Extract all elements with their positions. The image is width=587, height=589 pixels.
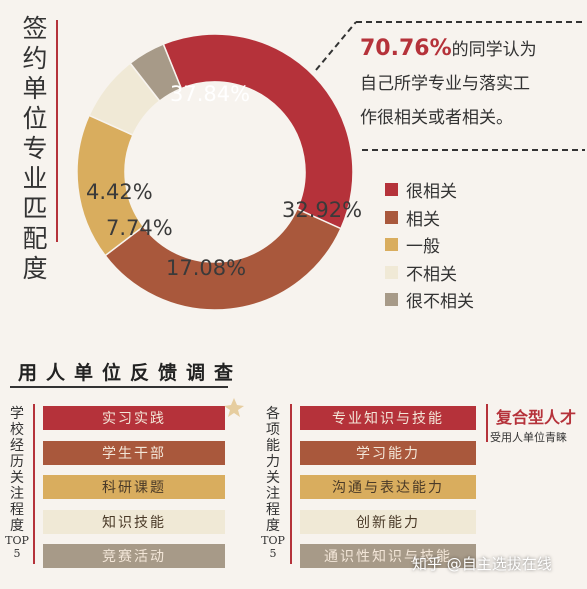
- school-experience-bar-3: 知识技能: [43, 509, 225, 534]
- legend-item-1: 相关: [385, 204, 474, 232]
- ability-bar-2: 沟通与表达能力: [300, 475, 476, 500]
- legend-item-0: 很相关: [385, 176, 474, 204]
- legend-label-2: 一般: [406, 237, 440, 258]
- star-ribbon-icon: [224, 398, 244, 417]
- callout-line2: 自己所学专业与落实工: [360, 74, 530, 94]
- right-top-label: TOP 5: [260, 534, 286, 560]
- legend-label-3: 不相关: [406, 264, 457, 285]
- ability-bar-1: 学习能力: [300, 440, 476, 465]
- callout-diagonal-dash: [315, 21, 357, 71]
- badge-accent-bar: [486, 404, 488, 442]
- legend-swatch-0: [385, 183, 398, 197]
- callout-line3: 作很相关或者相关。: [360, 108, 513, 128]
- legend-label-4: 很不相关: [406, 292, 474, 313]
- school-experience-bar-4: 竞赛活动: [43, 544, 225, 569]
- legend-item-4: 很不相关: [385, 286, 474, 314]
- ability-bar-0: 专业知识与技能: [300, 406, 476, 430]
- legend-item-3: 不相关: [385, 259, 474, 287]
- right-top-text: TOP: [261, 534, 285, 547]
- callout-text: 70.76%的同学认为 自己所学专业与落实工 作很相关或者相关。: [360, 32, 582, 135]
- right-accent-bar: [290, 404, 292, 564]
- callout-highlight: 70.76%: [360, 36, 452, 61]
- school-experience-bar-0: 实习实践: [43, 406, 225, 430]
- section-underline: [10, 386, 228, 388]
- left-top-label: TOP 5: [4, 534, 30, 560]
- right-top-num: 5: [269, 547, 277, 560]
- legend-swatch-3: [385, 265, 398, 279]
- badge-subtitle: 受用人单位青睐: [490, 431, 567, 444]
- right-side-label: 各项能力关注程度: [266, 406, 280, 534]
- callout-line1: 的同学认为: [451, 40, 537, 60]
- legend-label-0: 很相关: [406, 182, 457, 203]
- watermark: 知乎 @自主选拔在线: [412, 555, 552, 573]
- donut-value-label-0: 37.84%: [170, 82, 251, 106]
- legend-swatch-1: [385, 210, 398, 224]
- left-accent-bar: [33, 404, 35, 564]
- legend-swatch-2: [385, 238, 398, 252]
- donut-chart: [76, 21, 585, 311]
- chart-legend: 很相关相关一般不相关很不相关: [385, 176, 474, 314]
- donut-slice-1: [104, 207, 342, 311]
- left-top-num: 5: [13, 547, 21, 560]
- legend-item-2: 一般: [385, 231, 474, 259]
- badge-title: 复合型人才: [496, 408, 577, 427]
- chart-title: 签约单位专业匹配度: [22, 14, 48, 283]
- left-side-label: 学校经历关注程度: [10, 406, 24, 534]
- title-accent-bar: [56, 20, 58, 242]
- donut-value-label-3: 7.74%: [106, 216, 173, 240]
- legend-swatch-4: [385, 293, 398, 307]
- school-experience-bar-1: 学生干部: [43, 440, 225, 465]
- left-top-text: TOP: [5, 534, 29, 547]
- donut-slice-0: [162, 33, 354, 230]
- section-title: 用人单位反馈调查: [18, 362, 243, 384]
- donut-value-label-4: 4.42%: [86, 180, 153, 204]
- ability-bar-4: 通识性知识与技能: [300, 544, 476, 569]
- legend-label-1: 相关: [406, 209, 440, 230]
- donut-slice-4: [129, 43, 183, 103]
- school-experience-bar-2: 科研课题: [43, 475, 225, 500]
- donut-value-label-2: 17.08%: [166, 256, 247, 280]
- ability-bar-3: 创新能力: [300, 509, 476, 534]
- donut-value-label-1: 32.92%: [282, 198, 363, 222]
